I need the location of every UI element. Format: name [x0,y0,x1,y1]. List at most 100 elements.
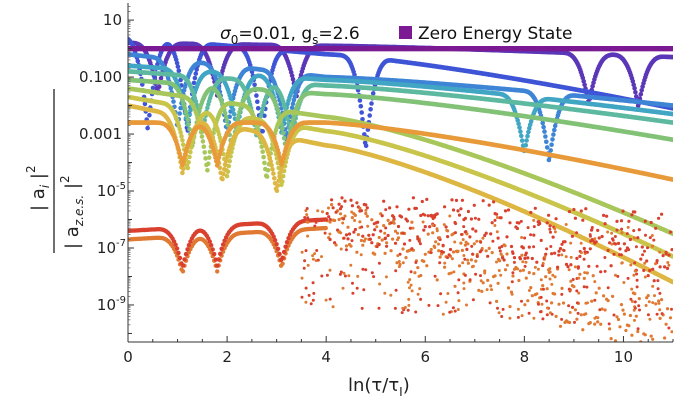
data-point [255,106,261,111]
data-point [290,77,296,82]
data-point [147,112,152,118]
data-point [188,108,193,113]
data-point [369,101,374,106]
data-point [290,101,296,106]
data-point [260,129,266,134]
data-point [223,114,229,120]
data-point [281,135,287,141]
data-point [183,109,189,115]
data-point [590,83,595,89]
data-point [527,125,532,131]
data-point [541,124,546,130]
data-point [180,170,185,176]
data-point [174,60,180,66]
data-point [200,139,206,144]
data-point [633,90,638,95]
data-point [549,142,554,147]
data-point [199,134,205,139]
data-point [185,117,191,123]
data-point [523,143,529,148]
data-point [289,73,295,78]
data-point [357,98,363,103]
data-point [205,168,210,173]
data-point [152,75,158,80]
data-point [193,71,199,76]
data-point [632,86,637,91]
data-point [367,113,373,118]
data-point [264,174,270,179]
data-point [550,137,555,142]
data-point [228,96,233,101]
data-point [168,86,174,91]
data-point [181,166,186,172]
data-point [254,99,260,104]
data-point [516,121,521,127]
data-point [552,123,558,129]
data-point [289,105,295,110]
data-point [261,154,266,160]
data-point [254,93,259,98]
data-point [363,143,369,148]
data-point [158,76,164,81]
data-point [517,125,522,130]
data-point [145,125,150,131]
data-point [542,129,547,134]
data-point [544,145,550,150]
data-point [171,99,176,104]
data-point [179,133,184,139]
data-point [519,133,524,139]
data-point [191,80,197,86]
data-point [362,132,367,137]
data-point [670,137,673,142]
data-point [192,75,198,81]
data-point [548,148,553,153]
data-point [581,78,586,84]
data-point [178,130,183,135]
data-point [231,111,237,117]
data-point [178,105,183,111]
data-point [358,103,364,109]
data-point [670,103,673,108]
data-point [201,144,207,149]
data-point [544,139,549,145]
data-point [227,114,232,119]
data-point [180,138,185,143]
data-point [135,58,141,64]
data-point [670,120,673,125]
data-point [551,132,556,137]
data-point [230,107,236,112]
data-point [224,118,230,124]
data-point [260,149,266,154]
data-point [638,92,644,97]
data-point [184,113,190,119]
data-point [670,54,673,60]
data-point [177,111,182,116]
data-point [360,117,365,122]
data-point [552,127,557,133]
data-point [631,82,636,87]
data-point [518,129,523,134]
data-point [194,67,199,72]
data-point [206,155,212,160]
data-point [176,68,182,73]
data-point [265,167,271,173]
data-point [262,113,267,119]
data-point [634,94,639,99]
data-point [142,101,148,107]
data-point [526,129,531,135]
data-point [178,77,183,83]
data-point [670,111,673,117]
data-point [280,131,286,136]
data-point [156,84,162,89]
data-point [639,88,644,93]
data-point [279,106,284,111]
data-point [368,107,373,112]
data-point [202,150,207,155]
data-point [186,122,191,127]
data-point [359,110,365,115]
data-point [206,161,211,166]
data-point [262,160,267,166]
data-point [252,82,257,88]
data-point [285,116,290,122]
